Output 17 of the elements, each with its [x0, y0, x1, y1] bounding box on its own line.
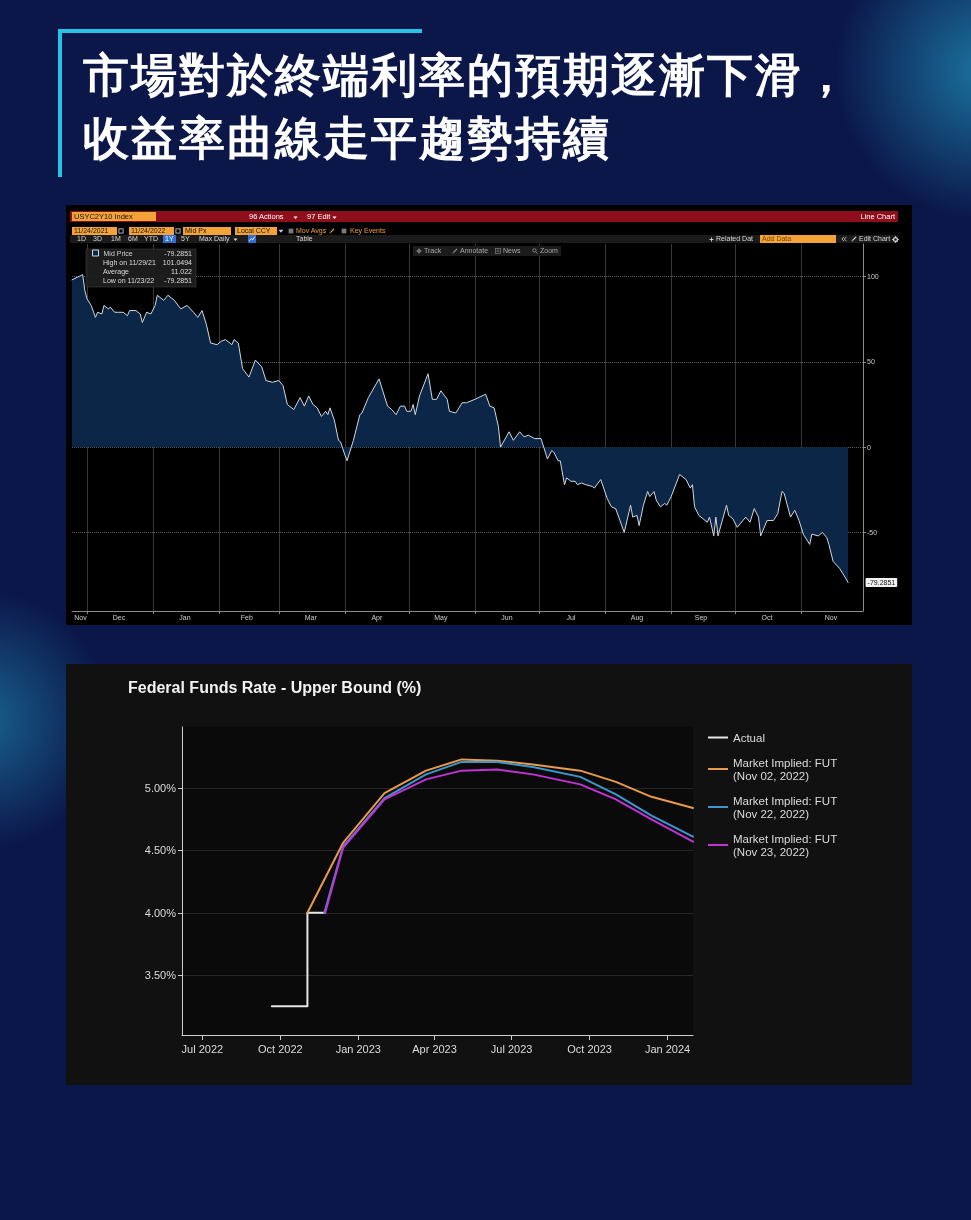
- x-tick-label: Jul 2022: [181, 1042, 224, 1055]
- y-tick-label: 4.50%: [144, 844, 177, 857]
- x-tick-label: Jan 2024: [644, 1042, 691, 1055]
- chart-title: 市場對於終端利率的預期逐漸下滑，收益率曲線走平趨勢持續: [83, 47, 852, 167]
- legend-label: Market Implied: FUT (Nov 22, 2022): [733, 794, 841, 820]
- x-tick-label: Oct 2023: [567, 1042, 612, 1055]
- y-tick-label: 3.50%: [144, 969, 177, 982]
- legend-label: Market Implied: FUT (Nov 23, 2022): [733, 832, 841, 858]
- y-tick-label: 4.00%: [144, 906, 177, 919]
- x-tick-label: Oct 2022: [257, 1042, 303, 1055]
- y-tick-label: 5.00%: [144, 782, 177, 795]
- x-tick-label: Jul 2023: [490, 1042, 533, 1055]
- x-tick-label: Apr 2023: [412, 1042, 457, 1055]
- chart-title: Federal Funds Rate - Upper Bound (%): [128, 678, 422, 696]
- legend-label: Actual: [733, 731, 765, 744]
- x-tick-label: Jan 2023: [335, 1042, 381, 1055]
- legend-label: Market Implied: FUT (Nov 02, 2022): [733, 756, 841, 782]
